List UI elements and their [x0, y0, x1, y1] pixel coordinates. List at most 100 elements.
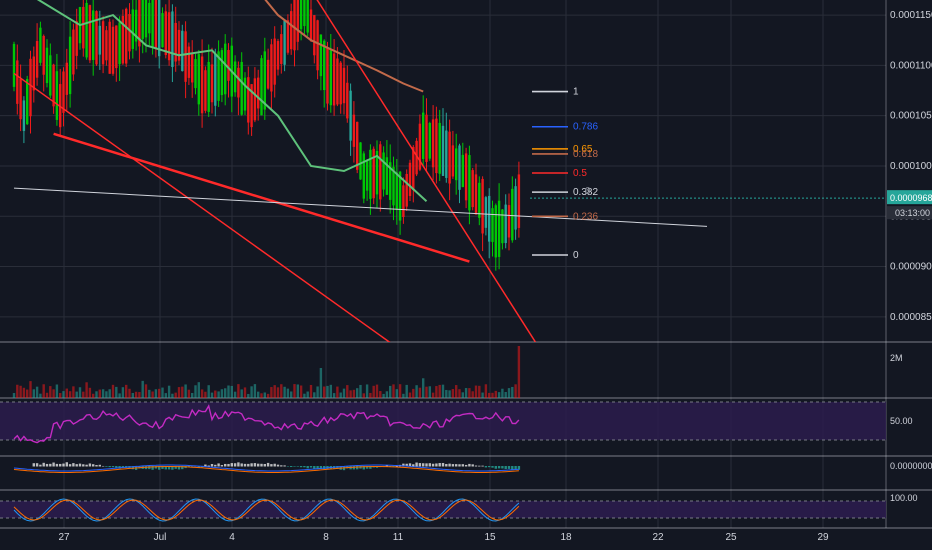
macd-histogram-bar [316, 466, 319, 469]
volume-bar [95, 391, 98, 398]
volume-bar [148, 389, 151, 398]
macd-histogram-bar [191, 466, 194, 467]
macd-histogram-bar [177, 466, 181, 470]
volume-bar [299, 385, 303, 398]
volume-bar [398, 384, 402, 398]
macd-histogram-bar [227, 463, 230, 467]
candle-body [224, 43, 227, 95]
volume-bar [309, 384, 313, 398]
volume-bar [441, 384, 445, 398]
volume-bar [115, 386, 118, 398]
volume-bar [52, 389, 55, 398]
macd-histogram-bar [220, 465, 224, 467]
candle-body [382, 152, 385, 190]
candle-body [32, 56, 35, 91]
stoch-d-line [13, 499, 520, 521]
volume-bar [230, 385, 233, 398]
macd-histogram-bar [181, 466, 184, 470]
volume-bar [283, 386, 286, 398]
candle-body [197, 54, 200, 105]
macd-histogram-bar [164, 466, 167, 470]
candle-body [313, 15, 316, 56]
price-axis-tick: 0.0001100 [890, 60, 932, 71]
candle-body [408, 162, 412, 196]
candle-body [220, 50, 224, 96]
volume-bar [412, 388, 415, 398]
volume-bar [346, 385, 349, 398]
candle-body [260, 58, 263, 116]
volume-bar [131, 392, 134, 398]
macd-histogram-bar [408, 463, 412, 467]
volume-bar [42, 384, 45, 398]
volume-bar [16, 384, 19, 398]
macd-histogram-bar [415, 462, 418, 467]
candle-body [451, 145, 455, 177]
candle-body [26, 79, 29, 125]
macd-histogram-bar [55, 463, 59, 467]
macd-histogram-bar [352, 466, 356, 470]
macd-histogram-bar [158, 466, 161, 470]
volume-bar [405, 384, 408, 398]
candle-body [250, 84, 253, 128]
macd-histogram-bar [501, 466, 504, 469]
volume-bar [72, 386, 75, 398]
volume-bar [197, 382, 200, 398]
macd-histogram-bar [45, 463, 49, 467]
macd-histogram-bar [435, 463, 438, 467]
volume-bar [296, 384, 299, 398]
volume-bar [204, 391, 207, 398]
candle-body [177, 29, 181, 61]
macd-histogram-bar [35, 463, 39, 467]
macd-histogram-bar [293, 466, 296, 467]
macd-histogram-bar [474, 465, 478, 467]
macd-histogram-bar [455, 464, 458, 467]
macd-histogram-bar [49, 463, 52, 467]
time-axis-tick: 29 [817, 532, 829, 543]
macd-histogram-bar [478, 465, 481, 467]
volume-bar [458, 389, 461, 398]
candle-body [35, 41, 39, 78]
macd-histogram-bar [313, 466, 316, 470]
macd-histogram-bar [319, 466, 323, 469]
volume-bar [243, 387, 247, 398]
macd-histogram-bar [247, 463, 250, 467]
candle-body [309, 9, 313, 41]
volume-bar [138, 392, 141, 398]
macd-histogram-bar [210, 464, 214, 467]
volume-bar [194, 385, 197, 398]
time-axis-tick: 15 [484, 532, 496, 543]
candle-body [461, 154, 464, 188]
volume-bar [484, 384, 488, 398]
candle-body [425, 114, 428, 162]
volume-bar [395, 389, 398, 398]
macd-histogram-bar [52, 462, 55, 467]
volume-bar [379, 391, 382, 398]
rsi-band [0, 402, 886, 440]
macd-histogram-bar [270, 464, 273, 467]
volume-bar [464, 388, 468, 398]
macd-histogram-bar [481, 465, 484, 467]
volume-bar [214, 390, 217, 398]
candle-body [494, 205, 497, 258]
candle-body [385, 157, 389, 195]
candle-body [39, 27, 42, 63]
candle-body [458, 145, 461, 190]
volume-bar [191, 392, 194, 398]
candle-body [474, 174, 478, 215]
macd-histogram-bar [68, 464, 72, 467]
volume-bar [260, 393, 263, 398]
trendline [316, 0, 537, 342]
candle-body [154, 0, 158, 50]
candle-body [214, 53, 217, 106]
volume-bar [62, 391, 65, 398]
macd-histogram-bar [253, 463, 257, 467]
volume-bar [497, 392, 501, 398]
candle-body [105, 30, 108, 61]
candle-body [19, 78, 22, 120]
macd-histogram-bar [257, 463, 260, 467]
candle-body [418, 123, 422, 170]
candle-body [488, 195, 491, 242]
macd-histogram-bar [75, 464, 78, 467]
